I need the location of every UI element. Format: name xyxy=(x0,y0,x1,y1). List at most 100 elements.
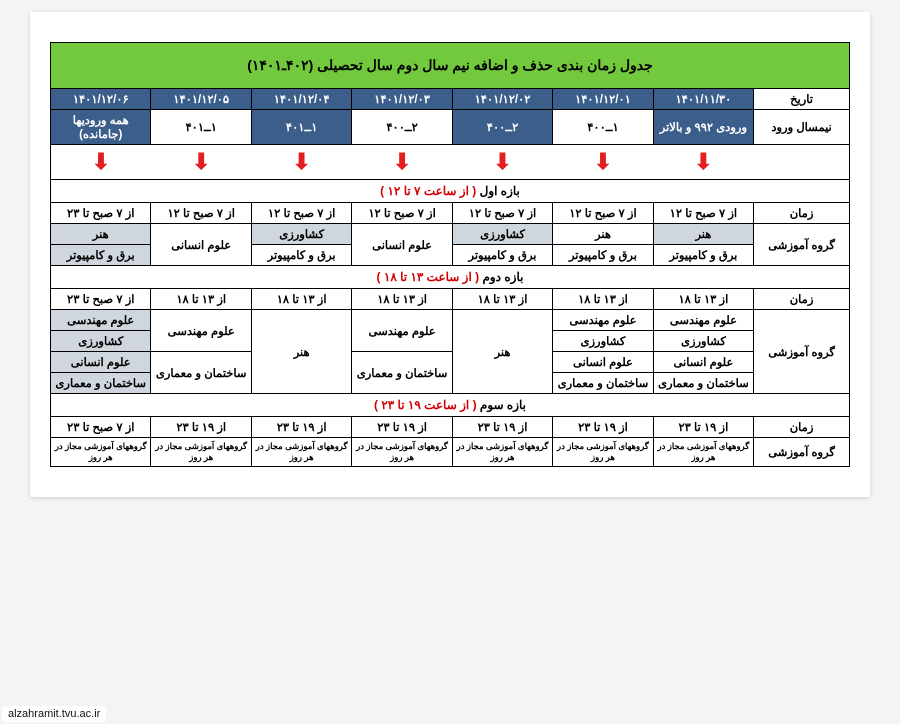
group-cell: علوم انسانی xyxy=(352,224,452,266)
schedule-table: جدول زمان بندی حذف و اضافه نیم سال دوم س… xyxy=(50,42,850,467)
group-cell: علوم انسانی xyxy=(653,352,753,373)
group-cell: گروههای آموزشی مجاز در هر روز xyxy=(151,438,251,467)
group-cell: کشاورزی xyxy=(653,331,753,352)
group-cell: هنر xyxy=(653,224,753,245)
time-cell: از ۱۹ تا ۲۳ xyxy=(251,417,351,438)
down-arrow-icon: ⬇ xyxy=(493,151,511,173)
group-cell: علوم انسانی xyxy=(51,352,151,373)
arrow-spacer xyxy=(754,145,850,180)
time-cell: از ۱۹ تا ۲۳ xyxy=(352,417,452,438)
date-cell: ۱۴۰۱/۱۲/۰۴ xyxy=(251,89,351,110)
date-cell: ۱۴۰۱/۱۲/۰۱ xyxy=(553,89,653,110)
date-cell: ۱۴۰۱/۱۲/۰۳ xyxy=(352,89,452,110)
time-cell: از ۷ صبح تا ۱۲ xyxy=(452,203,552,224)
date-cell: ۱۴۰۱/۱۱/۳۰ xyxy=(653,89,753,110)
group-cell: برق و کامپیوتر xyxy=(251,245,351,266)
group-cell: هنر xyxy=(553,224,653,245)
group-cell: علوم مهندسی xyxy=(151,310,251,352)
group-label: گروه آموزشی xyxy=(754,224,850,266)
group-cell: گروههای آموزشی مجاز در هر روز xyxy=(251,438,351,467)
down-arrow-icon: ⬇ xyxy=(292,151,310,173)
time-cell: از ۷ صبح تا ۱۲ xyxy=(151,203,251,224)
time-cell: از ۱۳ تا ۱۸ xyxy=(352,289,452,310)
entry-cell: ۲ــ۴۰۰ xyxy=(452,110,552,145)
group-label: گروه آموزشی xyxy=(754,310,850,394)
watermark-label: alzahramit.tvu.ac.ir xyxy=(2,706,106,722)
group-cell: گروههای آموزشی مجاز در هر روز xyxy=(553,438,653,467)
group-cell: هنر xyxy=(251,310,351,394)
group-cell: ساختمان و معماری xyxy=(653,373,753,394)
date-cell: ۱۴۰۱/۱۲/۰۵ xyxy=(151,89,251,110)
group-cell: علوم مهندسی xyxy=(352,310,452,352)
time-cell: از ۱۹ تا ۲۳ xyxy=(553,417,653,438)
entry-cell: ۲ــ۴۰۰ xyxy=(352,110,452,145)
down-arrow-icon: ⬇ xyxy=(92,151,110,173)
time-cell: از ۷ صبح تا ۲۳ xyxy=(51,289,151,310)
time-cell: از ۱۳ تا ۱۸ xyxy=(251,289,351,310)
arrow-cell: ⬇ xyxy=(452,145,552,180)
group-cell: گروههای آموزشی مجاز در هر روز xyxy=(51,438,151,467)
group-cell: کشاورزی xyxy=(51,331,151,352)
time-label: زمان xyxy=(754,417,850,438)
time-cell: از ۱۹ تا ۲۳ xyxy=(452,417,552,438)
time-cell: از ۱۳ تا ۱۸ xyxy=(452,289,552,310)
entry-label: نیمسال ورود xyxy=(754,110,850,145)
time-cell: از ۱۳ تا ۱۸ xyxy=(553,289,653,310)
time-cell: از ۷ صبح تا ۱۲ xyxy=(653,203,753,224)
group-cell: کشاورزی xyxy=(251,224,351,245)
time-cell: از ۱۹ تا ۲۳ xyxy=(151,417,251,438)
group-cell: گروههای آموزشی مجاز در هر روز xyxy=(452,438,552,467)
entry-cell: ورودی ۹۹۲ و بالاتر xyxy=(653,110,753,145)
group-cell: کشاورزی xyxy=(553,331,653,352)
time-cell: از ۷ صبح تا ۲۳ xyxy=(51,203,151,224)
section-header: بازه سوم ( از ساعت ۱۹ تا ۲۳ ) xyxy=(51,394,850,417)
entry-cell: ۱ــ۴۰۰ xyxy=(553,110,653,145)
group-cell: علوم مهندسی xyxy=(653,310,753,331)
entry-cell: ۱ــ۴۰۱ xyxy=(251,110,351,145)
date-cell: ۱۴۰۱/۱۲/۰۲ xyxy=(452,89,552,110)
date-label: تاریخ xyxy=(754,89,850,110)
time-label: زمان xyxy=(754,203,850,224)
group-cell: ساختمان و معماری xyxy=(553,373,653,394)
group-cell: هنر xyxy=(452,310,552,394)
group-cell: کشاورزی xyxy=(452,224,552,245)
time-cell: از ۱۹ تا ۲۳ xyxy=(653,417,753,438)
down-arrow-icon: ⬇ xyxy=(393,151,411,173)
table-title: جدول زمان بندی حذف و اضافه نیم سال دوم س… xyxy=(51,43,850,89)
document-page: جدول زمان بندی حذف و اضافه نیم سال دوم س… xyxy=(30,12,870,497)
section-header: بازه دوم ( از ساعت ۱۳ تا ۱۸ ) xyxy=(51,266,850,289)
time-cell: از ۷ صبح تا ۲۳ xyxy=(51,417,151,438)
time-cell: از ۱۳ تا ۱۸ xyxy=(653,289,753,310)
section-header: بازه اول ( از ساعت ۷ تا ۱۲ ) xyxy=(51,180,850,203)
group-cell: ساختمان و معماری xyxy=(151,352,251,394)
group-cell: گروههای آموزشی مجاز در هر روز xyxy=(653,438,753,467)
group-cell: گروههای آموزشی مجاز در هر روز xyxy=(352,438,452,467)
group-cell: ساختمان و معماری xyxy=(352,352,452,394)
time-cell: از ۷ صبح تا ۱۲ xyxy=(553,203,653,224)
group-cell: برق و کامپیوتر xyxy=(553,245,653,266)
group-cell: علوم مهندسی xyxy=(51,310,151,331)
entry-cell: ۱ــ۴۰۱ xyxy=(151,110,251,145)
down-arrow-icon: ⬇ xyxy=(694,151,712,173)
arrow-cell: ⬇ xyxy=(151,145,251,180)
time-cell: از ۷ صبح تا ۱۲ xyxy=(251,203,351,224)
group-label: گروه آموزشی xyxy=(754,438,850,467)
arrow-cell: ⬇ xyxy=(51,145,151,180)
group-cell: برق و کامپیوتر xyxy=(51,245,151,266)
time-cell: از ۷ صبح تا ۱۲ xyxy=(352,203,452,224)
arrow-cell: ⬇ xyxy=(653,145,753,180)
arrow-cell: ⬇ xyxy=(553,145,653,180)
group-cell: علوم انسانی xyxy=(553,352,653,373)
arrow-cell: ⬇ xyxy=(251,145,351,180)
date-cell: ۱۴۰۱/۱۲/۰۶ xyxy=(51,89,151,110)
entry-cell: همه ورودیها (جامانده) xyxy=(51,110,151,145)
arrow-cell: ⬇ xyxy=(352,145,452,180)
group-cell: علوم مهندسی xyxy=(553,310,653,331)
group-cell: ساختمان و معماری xyxy=(51,373,151,394)
group-cell: برق و کامپیوتر xyxy=(452,245,552,266)
group-cell: هنر xyxy=(51,224,151,245)
time-label: زمان xyxy=(754,289,850,310)
time-cell: از ۱۳ تا ۱۸ xyxy=(151,289,251,310)
group-cell: علوم انسانی xyxy=(151,224,251,266)
down-arrow-icon: ⬇ xyxy=(594,151,612,173)
